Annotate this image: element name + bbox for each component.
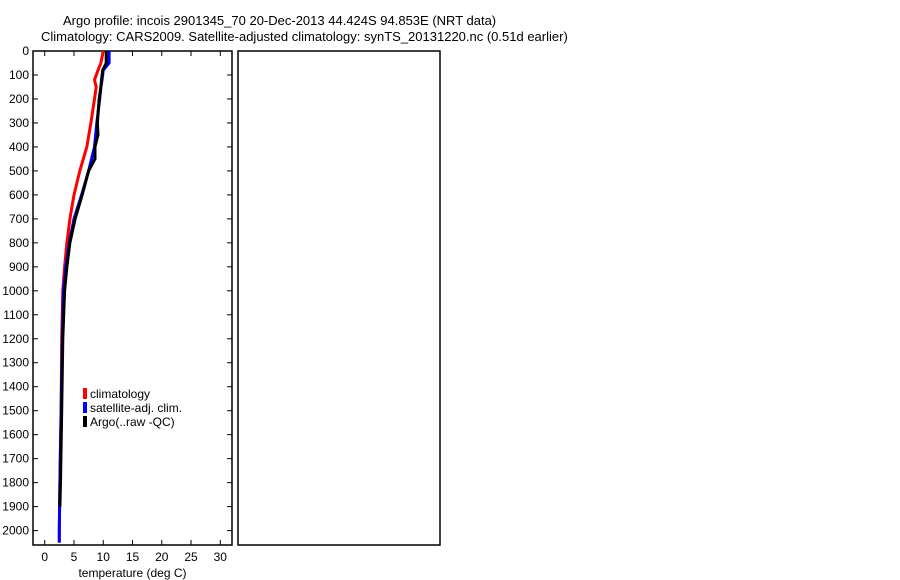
legend-label: satellite-adj. clim.	[90, 401, 182, 415]
temperature-chart: 0100200300400500600700800900100011001200…	[2, 44, 233, 580]
y-tick-label: 1400	[2, 380, 29, 394]
y-tick-label: 1200	[2, 332, 29, 346]
y-tick-label: 600	[9, 188, 29, 202]
y-tick-label: 1700	[2, 452, 29, 466]
x-tick-label: 15	[126, 550, 140, 564]
legend-label: Argo(..raw -QC)	[90, 415, 175, 429]
series-argo-raw-qc-	[58, 51, 108, 507]
y-tick-label: 100	[9, 68, 29, 82]
y-tick-label: 1800	[2, 476, 29, 490]
y-tick-label: 1000	[2, 284, 29, 298]
title-line-2: Climatology: CARS2009. Satellite-adjuste…	[41, 29, 568, 44]
series-satellite-adj-clim-	[57, 51, 111, 543]
y-tick-label: 900	[9, 260, 29, 274]
x-tick-label: 25	[184, 550, 198, 564]
y-tick-label: 1600	[2, 428, 29, 442]
y-tick-label: 200	[9, 92, 29, 106]
y-tick-label: 800	[9, 236, 29, 250]
legend-swatch	[83, 388, 87, 399]
plot-frame	[237, 50, 441, 546]
y-tick-label: 2000	[2, 524, 29, 538]
x-axis-label: temperature (deg C)	[78, 566, 186, 580]
legend-label: climatology	[90, 387, 150, 401]
x-tick-label: 0	[41, 550, 48, 564]
legend-swatch	[83, 402, 87, 413]
legend-swatch	[83, 416, 87, 427]
y-tick-label: 1100	[3, 308, 29, 322]
x-tick-label: 20	[155, 550, 169, 564]
x-tick-label: 10	[97, 550, 111, 564]
y-tick-label: 1500	[2, 404, 29, 418]
y-tick-label: 1900	[2, 500, 29, 514]
x-tick-label: 5	[71, 550, 78, 564]
title-line-1: Argo profile: incois 2901345_70 20-Dec-2…	[63, 13, 497, 28]
y-tick-label: 1300	[2, 356, 29, 370]
y-tick-label: 400	[9, 140, 29, 154]
y-tick-label: 500	[9, 164, 29, 178]
x-tick-label: 30	[214, 550, 228, 564]
salinity-chart	[237, 50, 441, 546]
y-tick-label: 0	[22, 44, 29, 58]
y-tick-label: 300	[9, 116, 29, 130]
y-tick-label: 700	[9, 212, 29, 226]
